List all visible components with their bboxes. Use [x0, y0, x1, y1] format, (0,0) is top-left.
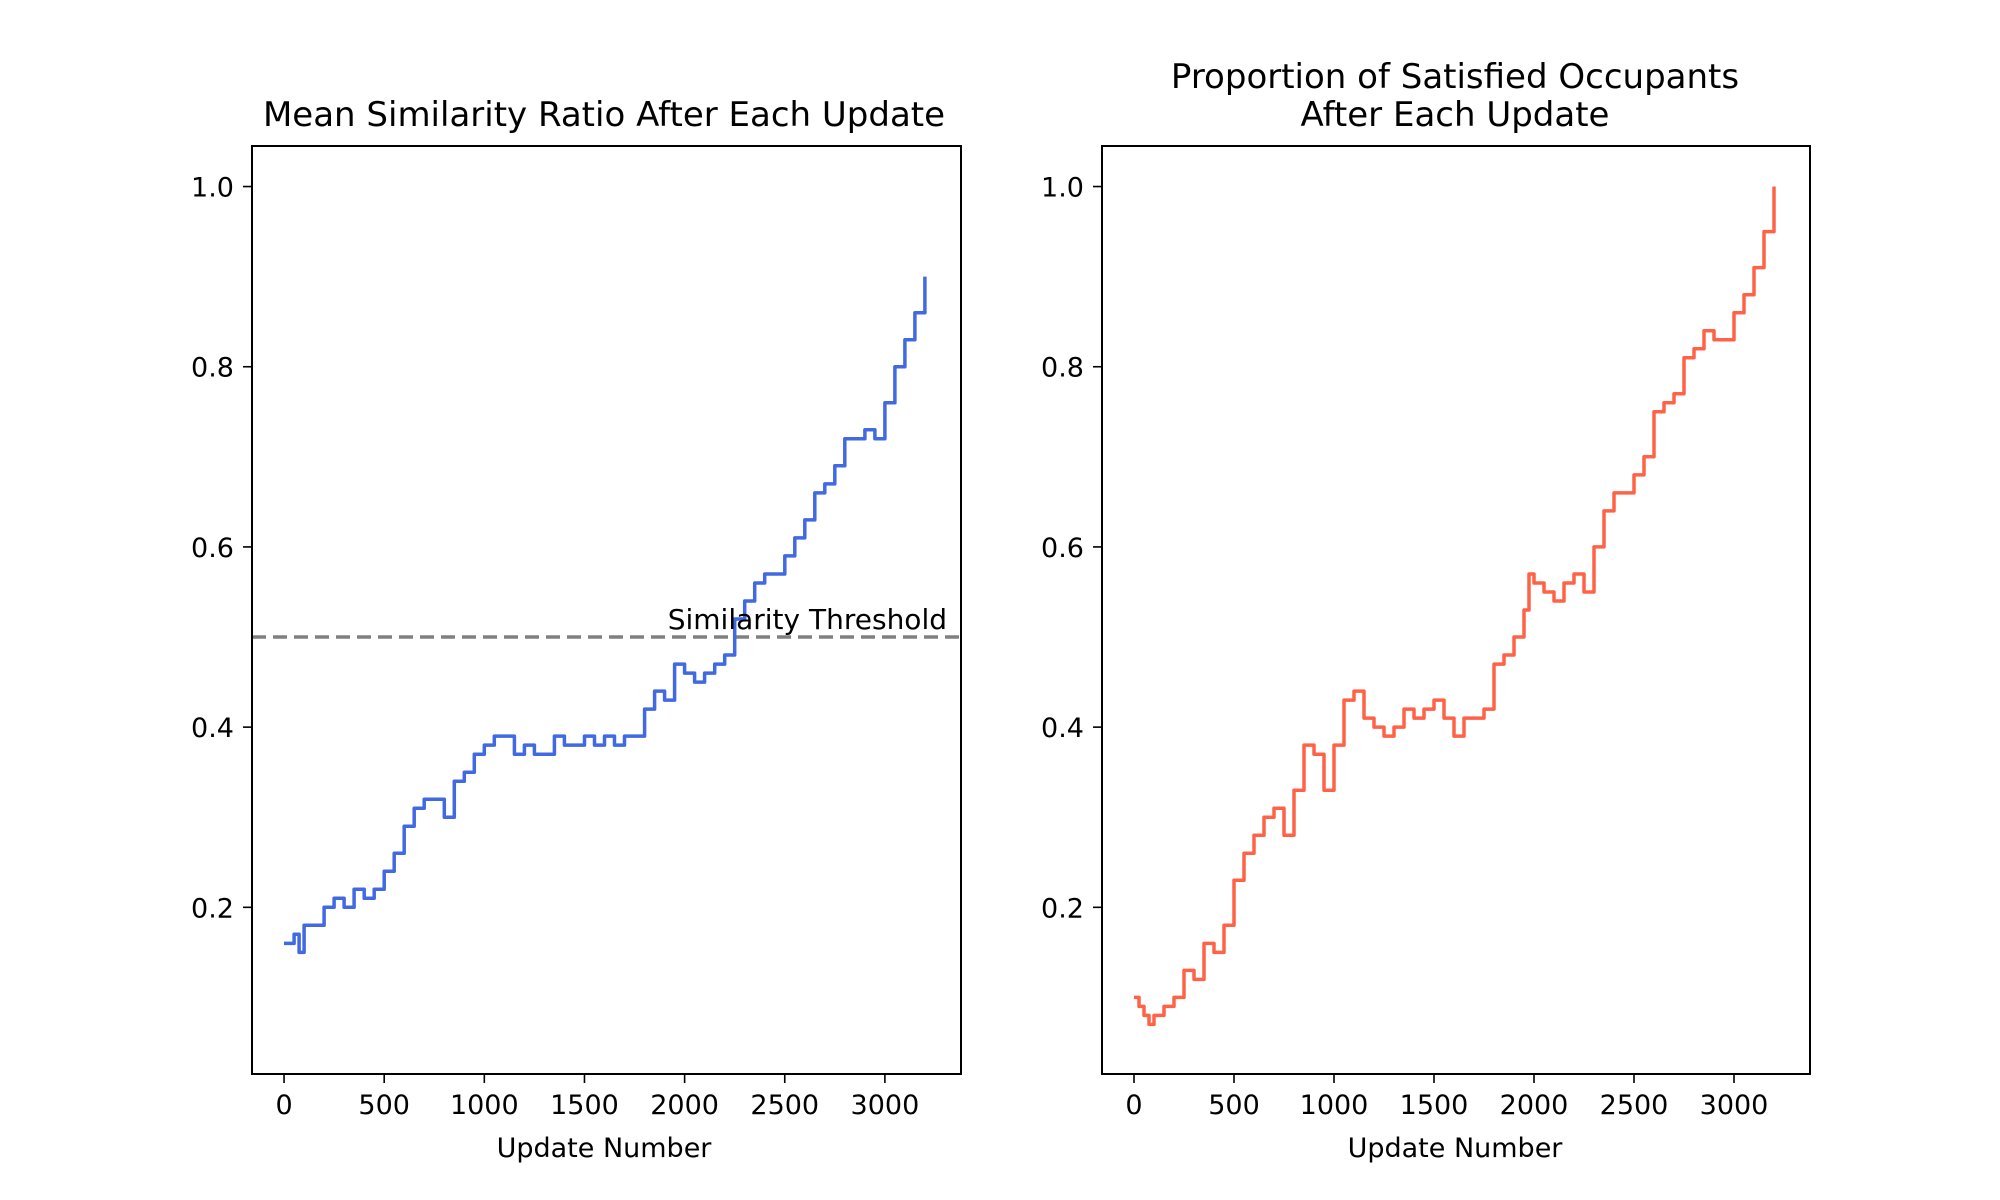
series-line — [284, 276, 927, 955]
x-tick-label: 500 — [1208, 1090, 1260, 1121]
x-tick-label: 2000 — [1500, 1090, 1569, 1121]
chart-title: Mean Similarity Ratio After Each Update — [263, 95, 945, 135]
x-tick-label: 2000 — [650, 1090, 719, 1121]
x-tick-label: 1500 — [1400, 1090, 1469, 1121]
plot-area: 0 500 1000 1500 2000 2500 3000 0.2 0.4 0.6 0.8 1.0 — [191, 145, 962, 1121]
x-tick-label: 1000 — [450, 1090, 519, 1121]
x-tick-label: 2500 — [750, 1090, 819, 1121]
y-tick-label: 1.0 — [191, 173, 234, 204]
y-tick-label: 0.2 — [1041, 893, 1084, 924]
chart-title: Proportion of Satisfied Occupants — [1171, 57, 1739, 97]
series-line — [1134, 186, 1776, 1027]
x-axis-label: Update Number — [497, 1133, 713, 1164]
axes-frame — [1101, 145, 1811, 1075]
plot-area: 0 500 1000 1500 2000 2500 3000 0.2 0.4 0.6 0.8 1.0 — [1041, 145, 1811, 1121]
x-tick-label: 0 — [1125, 1090, 1142, 1121]
chart-title-line2: After Each Update — [1301, 95, 1610, 135]
x-tick-label: 1000 — [1300, 1090, 1369, 1121]
y-tick-label: 0.4 — [191, 713, 234, 744]
x-axis-label: Update Number — [1348, 1133, 1564, 1164]
chart-mean-similarity: Mean Similarity Ratio After Each Update … — [191, 95, 962, 1164]
y-tick-label: 0.8 — [1041, 353, 1084, 384]
x-tick-label: 3000 — [851, 1090, 920, 1121]
chart-satisfied-occupants: Proportion of Satisfied Occupants After … — [1041, 57, 1811, 1164]
x-tick-label: 2500 — [1600, 1090, 1669, 1121]
y-tick-label: 0.8 — [191, 353, 234, 384]
y-tick-label: 0.6 — [191, 533, 234, 564]
axes-frame — [251, 145, 962, 1075]
y-tick-label: 0.6 — [1041, 533, 1084, 564]
x-tick-label: 1500 — [550, 1090, 619, 1121]
x-tick-label: 0 — [275, 1090, 292, 1121]
x-tick-label: 3000 — [1700, 1090, 1769, 1121]
x-tick-label: 500 — [358, 1090, 410, 1121]
threshold-label: Similarity Threshold — [668, 603, 947, 636]
y-tick-label: 1.0 — [1041, 173, 1084, 204]
y-tick-label: 0.2 — [191, 893, 234, 924]
y-tick-label: 0.4 — [1041, 713, 1084, 744]
